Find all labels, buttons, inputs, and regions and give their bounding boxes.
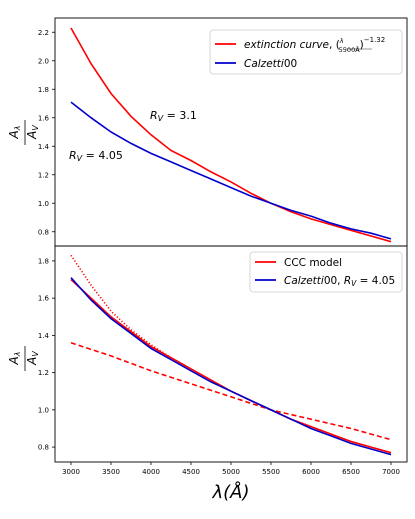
bottom-x-ticks: 3000 3500 4000 4500 5000 5500 6000 6500 7000 — [62, 462, 400, 476]
bottom-series-group — [70, 254, 392, 456]
bottom-series-line-1 — [70, 254, 392, 454]
bottom-series-line-3 — [70, 277, 392, 456]
bottom-x-tick-label: 6000 — [302, 468, 320, 476]
top-legend-box — [209, 29, 403, 75]
top-y-tick-label: 0.8 — [38, 228, 49, 236]
x-axis-label: λ(Å) — [211, 481, 249, 503]
annotation-rv-4-05: RV = 4.05 — [69, 149, 123, 163]
bottom-y-tick-label: 1.8 — [38, 257, 49, 265]
bottom-y-tick-label: 1.0 — [38, 406, 49, 414]
bottom-y-tick-label: 0.8 — [38, 444, 49, 452]
bottom-y-axis-label: Aλ AV — [7, 346, 40, 371]
top-y-tick-label: 1.2 — [38, 171, 49, 179]
top-series-line-0 — [70, 27, 392, 243]
bottom-x-tick-label: 5500 — [262, 468, 280, 476]
bottom-x-tick-label: 4500 — [182, 468, 200, 476]
top-y-tick-label: 1.6 — [38, 114, 50, 122]
top-y-tick-label: 2.0 — [38, 57, 49, 65]
bottom-y-tick-label: 1.6 — [38, 295, 50, 303]
bottom-x-tick-label: 6500 — [342, 468, 360, 476]
bottom-x-tick-label: 5000 — [222, 468, 240, 476]
top-panel: 0.81.01.21.41.61.82.02.2 Aλ AV RV = 3.1 … — [7, 17, 408, 247]
bottom-y-tick-label: 1.4 — [38, 332, 50, 340]
bottom-series-line-2 — [70, 342, 392, 441]
svg-text:Aλ: Aλ — [7, 126, 22, 140]
top-y-tick-label: 1.8 — [38, 86, 49, 94]
bottom-x-tick-label: 7000 — [382, 468, 400, 476]
top-y-tick-label: 1.4 — [38, 143, 50, 151]
svg-text:AV: AV — [25, 125, 40, 140]
annotation-rv-3-1: RV = 3.1 — [150, 109, 197, 123]
svg-text:AV: AV — [25, 351, 40, 366]
legend-label-calzetti-top: Calzetti00 — [244, 58, 297, 70]
top-series-group — [70, 27, 392, 243]
top-y-tick-label: 2.2 — [38, 29, 49, 37]
bottom-panel: 0.8 1.0 1.2 1.4 1.6 1.8 3000 3500 4000 4500 5000 5… — [7, 245, 408, 503]
top-y-axis-label: Aλ AV — [7, 120, 40, 145]
svg-text:Aλ: Aλ — [7, 352, 22, 366]
bottom-x-tick-label: 4000 — [142, 468, 160, 476]
bottom-x-tick-label: 3000 — [62, 468, 80, 476]
bottom-legend-box — [249, 251, 403, 293]
bottom-x-tick-label: 3500 — [102, 468, 120, 476]
bottom-legend: CCC model Calzetti00, RV = 4.05 — [249, 251, 403, 293]
top-series-line-1 — [70, 101, 392, 240]
top-legend: extinction curve, (λ 5500Å)−1.32 Calzetti… — [209, 29, 403, 75]
top-y-tick-label: 1.0 — [38, 200, 49, 208]
legend-label-calzetti-bottom: Calzetti00, RV = 4.05 — [284, 275, 395, 288]
legend-label-ccc: CCC model — [284, 257, 342, 269]
top-y-ticks: 0.8 1.0 1.2 1.4 1.6 1.8 2.0 2.2 — [38, 29, 55, 236]
bottom-y-tick-label: 1.2 — [38, 369, 49, 377]
bottom-y-ticks: 0.8 1.0 1.2 1.4 1.6 1.8 — [38, 257, 55, 452]
